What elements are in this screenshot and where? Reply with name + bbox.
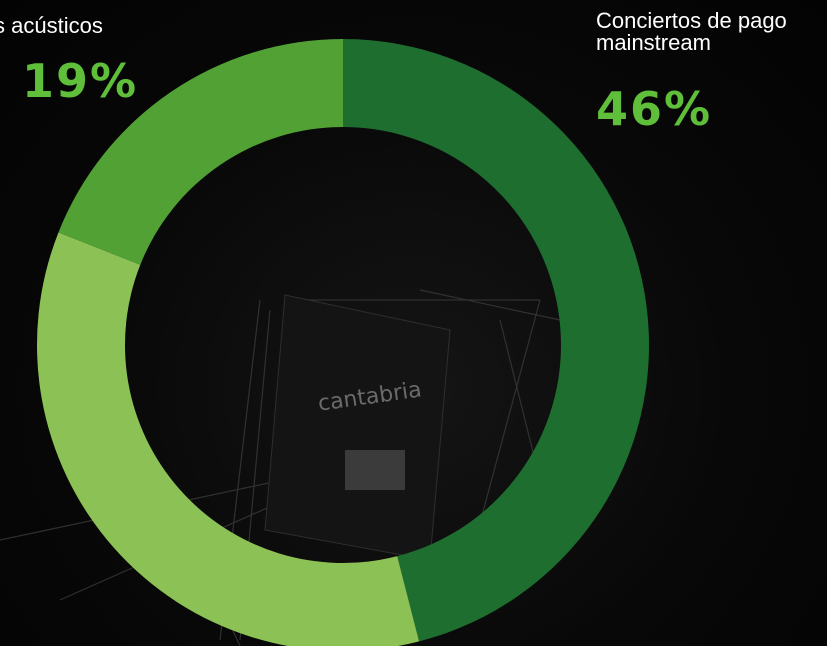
slice-label-mainstream: Conciertos de pago mainstream xyxy=(596,8,787,55)
donut-slice-0 xyxy=(343,39,650,642)
slice-value-mainstream: 46% xyxy=(596,82,713,136)
slice-value-acusticos: 19% xyxy=(22,54,139,108)
photo-emblem xyxy=(345,450,405,490)
slice-label-acusticos: s acústicos xyxy=(0,13,103,38)
donut-slice-1 xyxy=(37,232,420,646)
donut-slice-2 xyxy=(58,39,343,265)
